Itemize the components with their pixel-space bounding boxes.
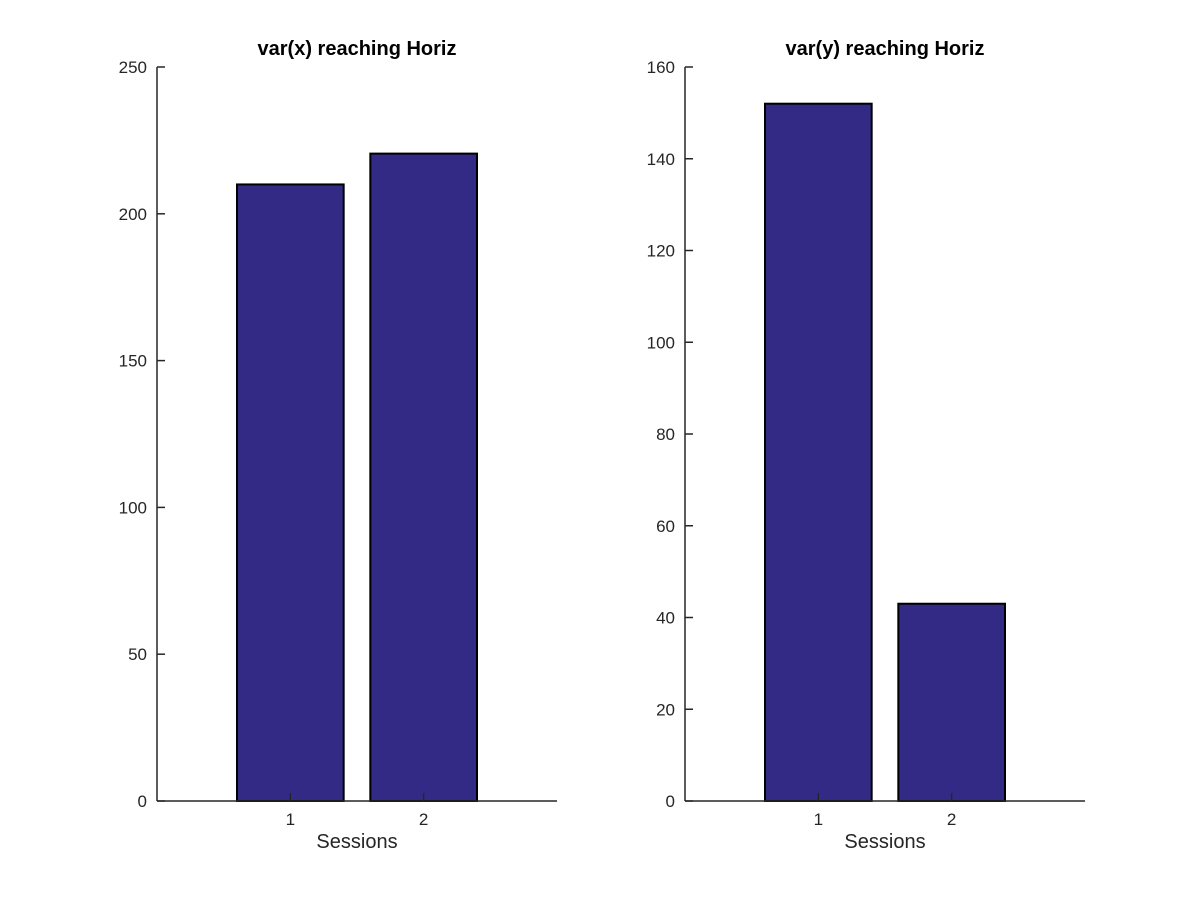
right-chart-bar-2 xyxy=(897,602,1006,802)
right-chart-y-tick-label: 100 xyxy=(647,333,675,352)
left-chart-y-tick-label: 100 xyxy=(119,498,147,517)
right-chart-x-tick-label: 1 xyxy=(814,810,823,829)
left-chart-bars xyxy=(236,152,479,802)
left-chart-y-tick-label: 200 xyxy=(119,205,147,224)
right-chart-y-tick-label: 0 xyxy=(666,792,675,811)
right-chart-y-tick-label: 60 xyxy=(656,517,675,536)
right-chart-x-axis-label: Sessions xyxy=(844,831,925,853)
left-chart-y-tick-label: 250 xyxy=(119,58,147,77)
right-chart-axes xyxy=(684,67,1085,802)
left-chart-y-ticks: 0 50 100 150 200 250 xyxy=(119,58,165,811)
left-chart-title: var(x) reaching Horiz xyxy=(258,38,457,60)
right-chart-y-ticks: 0 20 40 60 80 100 120 140 160 xyxy=(647,58,693,811)
right-chart-y-tick-label: 20 xyxy=(656,700,675,719)
left-chart-y-tick-label: 150 xyxy=(119,352,147,371)
right-chart-y-tick-label: 120 xyxy=(647,242,675,261)
right-chart-y-tick-label: 140 xyxy=(647,150,675,169)
right-chart-panel: var(y) reaching Horiz 0 20 40 60 80 100 120 140… xyxy=(647,38,1085,853)
left-chart-x-tick-label: 2 xyxy=(419,810,428,829)
right-chart-y-tick-label: 40 xyxy=(656,609,675,628)
left-chart-bar-1 xyxy=(236,183,345,802)
left-chart-bar-2 xyxy=(369,152,479,802)
right-chart-bar-1 xyxy=(764,102,873,802)
right-chart-bars xyxy=(764,102,1006,802)
left-chart-axes xyxy=(156,67,557,802)
right-chart-y-tick-label: 80 xyxy=(656,425,675,444)
left-chart-y-tick-label: 50 xyxy=(128,645,147,664)
left-chart-x-axis-label: Sessions xyxy=(316,831,397,853)
left-chart-x-tick-label: 1 xyxy=(286,810,295,829)
right-chart-x-tick-label: 2 xyxy=(947,810,956,829)
right-chart-title: var(y) reaching Horiz xyxy=(786,38,985,60)
left-chart-y-tick-label: 0 xyxy=(138,792,147,811)
right-chart-y-tick-label: 160 xyxy=(647,58,675,77)
